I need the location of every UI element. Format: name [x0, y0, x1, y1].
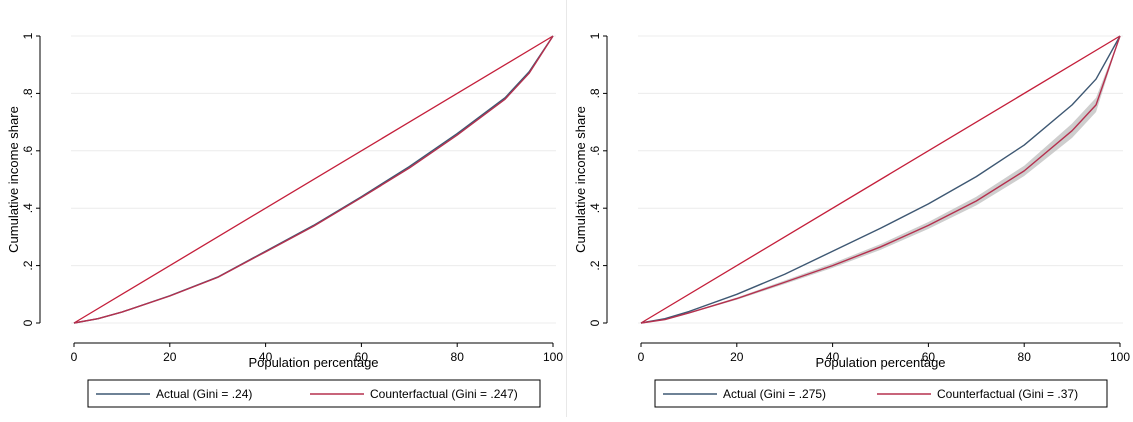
legend-label-1: Counterfactual (Gini = .37): [937, 387, 1078, 401]
right-chart-panel: 0 .2 .4 .6 .8 1 0 20 40 60 80 100 Population percent…: [567, 0, 1133, 417]
y-tick-label: .2: [21, 260, 35, 270]
y-tick-label: .8: [588, 88, 602, 98]
x-tick-label: 60: [922, 350, 936, 364]
x-tick-label: 100: [543, 350, 563, 364]
series-line-1: [73, 35, 554, 324]
legend-label-0: Actual (Gini = .24): [156, 387, 252, 401]
equality-line: [73, 35, 554, 324]
x-tick-label: 20: [730, 350, 744, 364]
right-lorenz-chart: 0 .2 .4 .6 .8 1 0 20 40 60 80 100 Population percent…: [573, 32, 1130, 408]
legend-label-1: Counterfactual (Gini = .247): [370, 387, 518, 401]
y-tick-label: .6: [588, 145, 602, 155]
x-axis-title: Population percentage: [815, 355, 945, 370]
y-tick-label: .2: [588, 260, 602, 270]
y-tick-label: 1: [21, 32, 35, 39]
equality-line: [640, 35, 1121, 324]
x-tick-label: 20: [163, 350, 177, 364]
x-tick-label: 80: [1018, 350, 1032, 364]
left-lorenz-chart: 0 .2 .4 .6 .8 1 0 20 40 60 80 100 Population percent…: [6, 32, 563, 408]
x-tick-label: 0: [638, 350, 645, 364]
series-line-0: [640, 35, 1121, 324]
y-tick-label: .4: [21, 203, 35, 213]
legend-label-0: Actual (Gini = .275): [723, 387, 826, 401]
x-tick-label: 40: [259, 350, 273, 364]
y-tick-label: 0: [21, 319, 35, 326]
y-tick-label: 0: [588, 319, 602, 326]
x-tick-label: 80: [451, 350, 465, 364]
x-tick-label: 0: [71, 350, 78, 364]
y-tick-label: .8: [21, 88, 35, 98]
series-line-1: [640, 35, 1121, 324]
y-axis-title: Cumulative income share: [573, 106, 588, 253]
y-axis-title: Cumulative income share: [6, 106, 21, 253]
y-tick-label: .6: [21, 145, 35, 155]
y-tick-label: 1: [588, 32, 602, 39]
panel-divider: [566, 0, 567, 417]
x-tick-label: 100: [1110, 350, 1130, 364]
y-tick-label: .4: [588, 203, 602, 213]
x-tick-label: 60: [355, 350, 369, 364]
x-axis-title: Population percentage: [248, 355, 378, 370]
left-chart-panel: 0 .2 .4 .6 .8 1 0 20 40 60 80 100 Population percent…: [0, 0, 566, 417]
x-tick-label: 40: [826, 350, 840, 364]
